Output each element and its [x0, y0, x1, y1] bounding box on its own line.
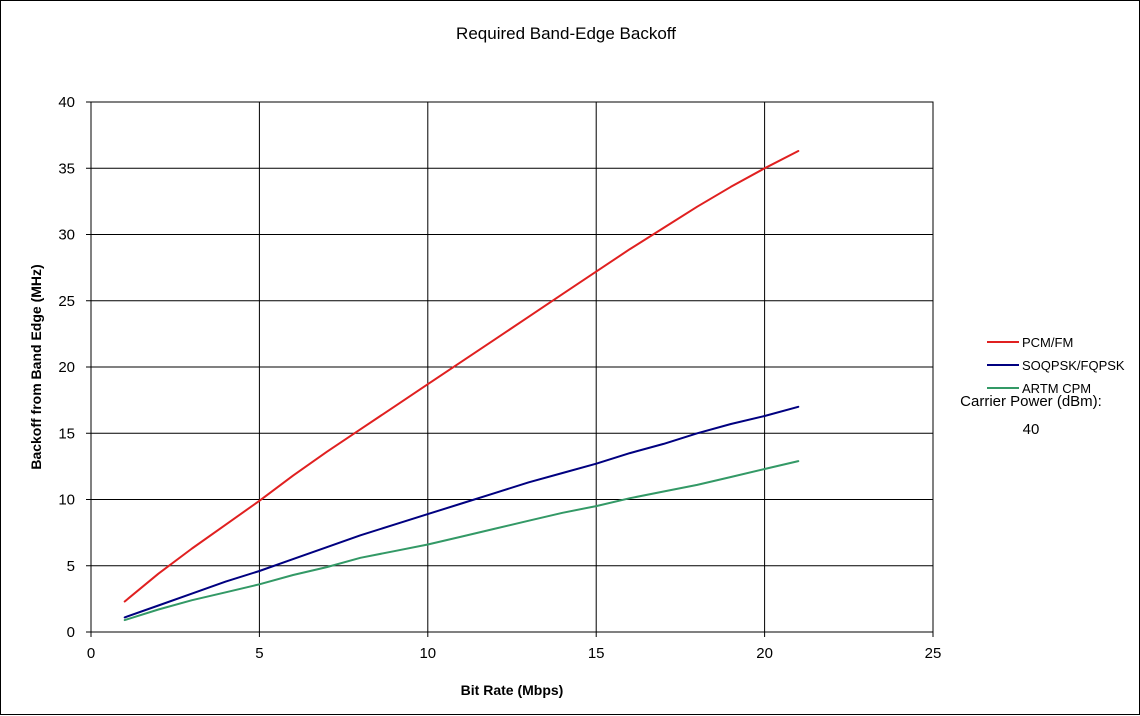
- y-tick-label: 35: [58, 160, 75, 177]
- y-tick-label: 20: [58, 359, 75, 376]
- carrier-power-value: 40: [1023, 421, 1040, 438]
- legend-label-0: PCM/FM: [1022, 335, 1073, 350]
- y-tick-label: 5: [67, 558, 75, 575]
- legend-label-1: SOQPSK/FQPSK: [1022, 358, 1125, 373]
- chart-title: Required Band-Edge Backoff: [456, 24, 676, 43]
- y-tick-label: 25: [58, 293, 75, 310]
- y-tick-label: 0: [67, 624, 75, 641]
- series-lines: [123, 150, 800, 622]
- legend-label-2: ARTM CPM: [1022, 381, 1091, 396]
- y-tick-label: 40: [58, 94, 75, 111]
- series-line-2: [123, 460, 800, 622]
- x-tick-label: 5: [255, 645, 263, 662]
- y-tick-label: 10: [58, 492, 75, 509]
- x-tick-label: 20: [756, 645, 773, 662]
- series-line-0: [123, 150, 800, 603]
- y-tick-label: 15: [58, 425, 75, 442]
- x-tick-label: 10: [419, 645, 436, 662]
- y-axis-label: Backoff from Band Edge (MHz): [28, 264, 44, 469]
- series-line-1: [123, 405, 800, 619]
- y-tick-label: 30: [58, 227, 75, 244]
- grid: [91, 102, 933, 632]
- y-tick-labels: 0 5 10 15 20 25 30 35 40: [58, 94, 91, 641]
- x-tick-label: 25: [925, 645, 942, 662]
- x-tick-label: 15: [588, 645, 605, 662]
- carrier-power-label: Carrier Power (dBm):: [960, 393, 1102, 410]
- x-tick-labels: 0 5 10 15 20 25: [87, 632, 942, 662]
- legend: PCM/FM SOQPSK/FQPSK ARTM CPM: [987, 335, 1125, 396]
- x-axis-label: Bit Rate (Mbps): [461, 682, 564, 698]
- x-tick-label: 0: [87, 645, 95, 662]
